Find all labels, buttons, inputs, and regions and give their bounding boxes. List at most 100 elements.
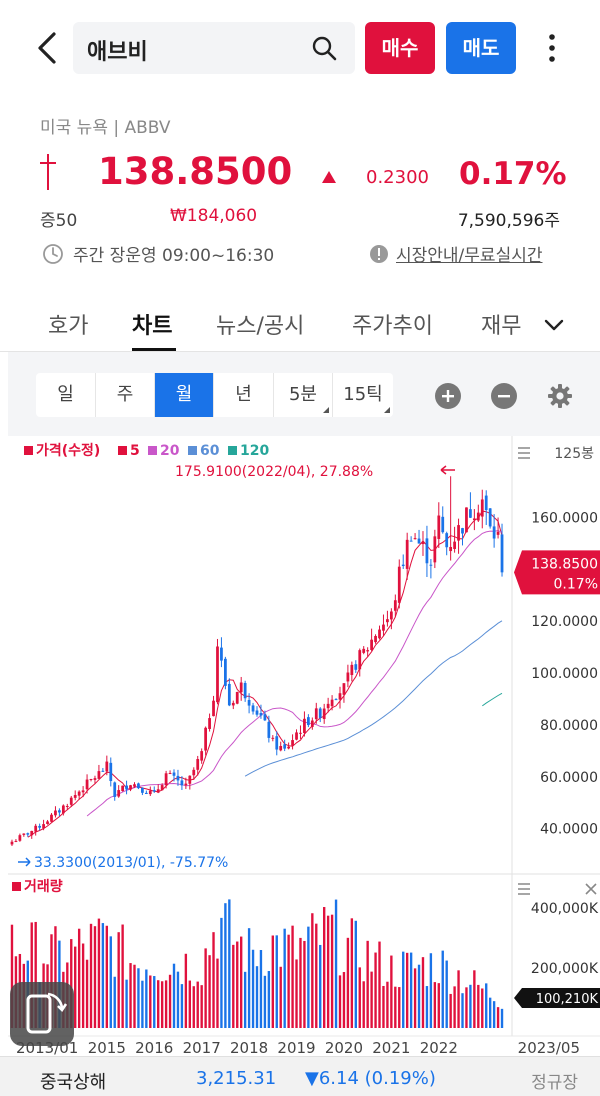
legend-price: 가격(수정): [36, 442, 100, 459]
tab-orderbook[interactable]: 호가: [48, 314, 89, 339]
candle-body: [488, 508, 492, 527]
buy-button[interactable]: 매수: [365, 22, 435, 74]
back-arrow-icon[interactable]: [30, 30, 66, 66]
volume-bar: [417, 964, 421, 1028]
volume-bar: [247, 928, 251, 1028]
x-axis-label: 2020: [325, 1039, 363, 1056]
current-price: 138.8500: [98, 150, 293, 193]
volume-bar: [188, 980, 192, 1028]
tab-financials[interactable]: 재무: [481, 314, 522, 339]
candle-body: [461, 528, 464, 534]
candle-body: [366, 650, 370, 652]
period-week[interactable]: 주: [96, 373, 155, 417]
price-chart[interactable]: 가격(수정) 5 20 60 120 125봉 175.9100(2022/04), 27.…: [8, 436, 600, 1057]
period-year[interactable]: 년: [214, 373, 274, 417]
x-axis-label: 2017: [183, 1039, 221, 1056]
volume-bar: [240, 936, 243, 1028]
zoom-out-icon[interactable]: [491, 383, 517, 409]
volume-bar: [350, 918, 354, 1028]
chart-canvas[interactable]: 가격(수정) 5 20 60 120 125봉 175.9100(2022/04), 27.…: [8, 436, 600, 1057]
volume-bar: [382, 985, 385, 1028]
volume-menu-icon[interactable]: [518, 883, 530, 895]
candle-body: [405, 539, 409, 569]
candle-body: [271, 737, 275, 739]
volume-bar: [243, 971, 247, 1028]
volume-bar: [157, 980, 160, 1028]
legend-swatch: [188, 446, 197, 455]
tab-news[interactable]: 뉴스/공시: [216, 314, 305, 339]
volume-bar: [291, 925, 294, 1028]
volume-bar: [97, 918, 101, 1028]
candle-body: [318, 708, 322, 718]
volume-bar: [153, 976, 156, 1028]
volume-bar: [208, 955, 211, 1028]
chart-menu-icon[interactable]: [518, 447, 530, 459]
period-5min[interactable]: 5분: [274, 373, 333, 417]
candle-body: [314, 708, 318, 720]
index-ticker-bar[interactable]: 중국상해 3,215.31 ▼6.14 (0.19%) 정규장: [0, 1056, 600, 1096]
candle-body: [227, 683, 231, 706]
volume-bar: [176, 971, 180, 1028]
current-volume-tag: [514, 988, 600, 1008]
candle-body: [326, 703, 330, 709]
price-tick-label: 160.0000: [531, 510, 598, 526]
zoom-in-icon[interactable]: [435, 383, 461, 409]
x-axis-label: 2022: [420, 1039, 458, 1056]
candle-body: [220, 647, 223, 661]
volume-bar: [74, 946, 77, 1028]
gear-icon[interactable]: [547, 383, 573, 409]
volume-bar: [334, 899, 338, 1028]
candle-body: [184, 783, 188, 786]
candle-body: [291, 740, 294, 746]
volume-bar: [251, 949, 255, 1028]
candle-body: [200, 751, 204, 761]
candle-body: [303, 718, 306, 734]
x-axis-label: 2021: [372, 1039, 410, 1056]
candle-body: [73, 795, 77, 798]
tab-bar: 호가 차트 뉴스/공시 주가추이 재무: [0, 300, 600, 352]
candle-body: [101, 770, 105, 772]
candle-body: [46, 821, 49, 824]
chart-toolbar: 일 주 월 년 5분 15틱: [8, 352, 600, 436]
price-tick-label: 80.0000: [540, 718, 598, 734]
volume-bar: [500, 1008, 504, 1028]
volume-bar: [149, 975, 152, 1028]
volume-tick-label: 400,000K: [531, 901, 599, 917]
chevron-down-icon[interactable]: [543, 314, 565, 336]
volume-bar: [374, 952, 377, 1028]
candle-body: [397, 566, 401, 603]
candle-body: [34, 825, 38, 832]
candle-body: [382, 624, 385, 631]
candle-body: [251, 705, 255, 712]
tab-chart[interactable]: 차트: [132, 314, 173, 339]
candle-body: [299, 732, 302, 734]
candle-body: [421, 542, 425, 545]
price-tick-label: 60.0000: [540, 770, 598, 786]
volume-bar: [160, 981, 164, 1028]
volume-close-icon[interactable]: [585, 883, 597, 895]
volume-bar: [34, 921, 37, 1028]
candle-body: [496, 531, 500, 535]
volume-bar: [311, 913, 314, 1028]
volume-bar: [425, 986, 429, 1028]
candle-body: [180, 780, 184, 786]
period-day[interactable]: 일: [36, 373, 96, 417]
volume-bar: [481, 988, 484, 1028]
more-options-icon[interactable]: [540, 30, 564, 66]
volume-legend-swatch: [12, 882, 21, 891]
stock-search-box[interactable]: 애브비: [73, 22, 355, 74]
tab-price-trend[interactable]: 주가추이: [352, 314, 433, 339]
period-15tick[interactable]: 15틱: [333, 373, 393, 417]
rotate-screen-button[interactable]: [10, 982, 74, 1046]
period-month[interactable]: 월: [155, 373, 214, 417]
search-icon[interactable]: [311, 35, 337, 61]
volume-bar: [105, 925, 109, 1028]
volume-bar: [473, 970, 476, 1028]
volume-bar: [145, 969, 148, 1028]
current-volume-label: 100,210K: [536, 992, 599, 1007]
sell-button[interactable]: 매도: [446, 22, 516, 74]
volume-bar: [338, 975, 342, 1028]
volume-bar: [141, 980, 144, 1028]
market-info-link[interactable]: 시장안내/무료실시간: [396, 246, 543, 266]
candle-body: [216, 646, 219, 703]
